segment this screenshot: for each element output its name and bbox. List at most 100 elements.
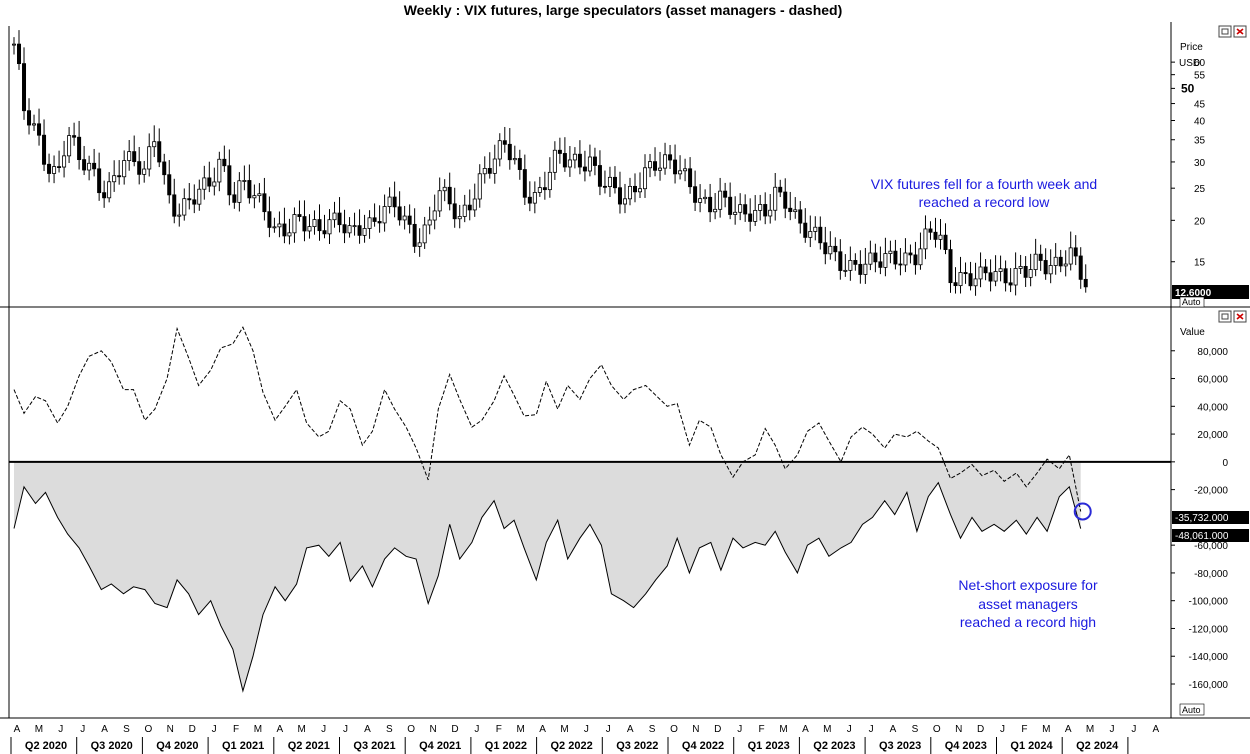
candle-body [312, 219, 317, 227]
value-annotation-line-3: reached a record high [960, 614, 1096, 630]
candle [698, 184, 703, 213]
candle-body [688, 168, 693, 188]
candle-body [22, 63, 27, 112]
candle [733, 196, 738, 225]
candle [367, 210, 372, 239]
month-label: J [737, 724, 742, 735]
candle-body [938, 234, 943, 240]
candle-body [417, 242, 422, 247]
candle [577, 140, 582, 175]
price-tick-label: 15 [1194, 258, 1206, 269]
candle [532, 181, 537, 214]
candle-body [242, 180, 247, 182]
candle-body [1068, 247, 1073, 265]
last-price-box [1172, 285, 1249, 299]
month-label: J [584, 724, 589, 735]
candle-body [157, 141, 162, 163]
candle [372, 203, 377, 227]
bottom-close-button[interactable] [1233, 310, 1247, 323]
candle [758, 194, 763, 221]
candle [823, 226, 828, 265]
candle-body [683, 168, 688, 172]
month-label: D [189, 724, 196, 735]
value-auto-label[interactable]: Auto [1182, 705, 1201, 715]
restore-icon [1221, 28, 1229, 35]
candle [457, 204, 462, 229]
quarter-labels: Q2 2020 Q3 2020 Q4 2020 Q1 2021 Q2 2021 Q3 20… [10, 737, 1129, 754]
candle [582, 150, 587, 182]
candle [87, 155, 92, 181]
month-label: O [933, 724, 941, 735]
value-tick-label: 0 [1222, 458, 1228, 469]
candle-body [918, 248, 923, 266]
value-tick-label: 60,000 [1197, 375, 1228, 386]
close-icon [1236, 313, 1244, 320]
month-label: N [692, 724, 699, 735]
month-label: M [298, 724, 306, 735]
candle-body [317, 219, 322, 232]
candle-body [868, 252, 873, 265]
candle [442, 179, 447, 202]
month-label: O [145, 724, 153, 735]
candle [492, 144, 497, 184]
candle [773, 172, 778, 221]
candle-body [1078, 255, 1083, 280]
candle-body [1083, 278, 1088, 288]
candle [167, 160, 172, 204]
candle-body [597, 165, 602, 187]
month-label: N [429, 724, 436, 735]
value-auto-box[interactable] [1179, 703, 1205, 716]
candle [1068, 231, 1073, 271]
month-label: S [386, 724, 393, 735]
candle [888, 240, 893, 264]
top-close-button[interactable] [1233, 25, 1247, 38]
candle [507, 128, 512, 170]
candle-body [167, 174, 172, 196]
candle [37, 108, 42, 146]
candle [322, 214, 327, 239]
candle-body [132, 151, 137, 163]
candle [898, 248, 903, 276]
quarter-label: Q3 2020 [91, 740, 133, 752]
candle-body [773, 186, 778, 211]
candle [512, 145, 517, 165]
candle [272, 217, 277, 233]
candle [643, 154, 648, 198]
quarter-label: Q4 2022 [682, 740, 724, 752]
month-label: A [627, 724, 634, 735]
candle [267, 196, 272, 238]
candle-body [532, 192, 537, 204]
quarter-label: Q4 2023 [945, 740, 987, 752]
candle-body [748, 213, 753, 222]
value-tick-label: 20,000 [1197, 430, 1228, 441]
price-auto-label[interactable]: Auto [1182, 297, 1201, 307]
candle [587, 144, 592, 177]
candle [943, 223, 948, 255]
candle [1048, 249, 1053, 284]
bottom-restore-button[interactable] [1218, 310, 1232, 323]
candle-body [502, 140, 507, 145]
price-tick-label: 55 [1194, 71, 1206, 82]
candle-body [287, 232, 292, 237]
candle-body [743, 204, 748, 215]
candle-body [833, 245, 838, 253]
price-auto-box[interactable] [1179, 296, 1205, 308]
month-label: J [321, 724, 326, 735]
candle-body [993, 271, 998, 282]
candle [502, 126, 507, 153]
candle [738, 193, 743, 221]
candle-body [888, 250, 893, 254]
candle [602, 170, 607, 194]
candle-body [42, 134, 47, 165]
candle [187, 183, 192, 210]
candle-body [372, 217, 377, 222]
close-icon [1236, 28, 1244, 35]
candle-body [612, 176, 617, 189]
candle-body [32, 123, 37, 126]
quarter-label: Q3 2023 [879, 740, 921, 752]
month-label: N [955, 724, 962, 735]
candle-body [873, 252, 878, 263]
bottom-panel: Value 80,000 60,000 40,000 20,000 0 -20,000 -6… [9, 310, 1249, 716]
top-restore-button[interactable] [1218, 25, 1232, 38]
